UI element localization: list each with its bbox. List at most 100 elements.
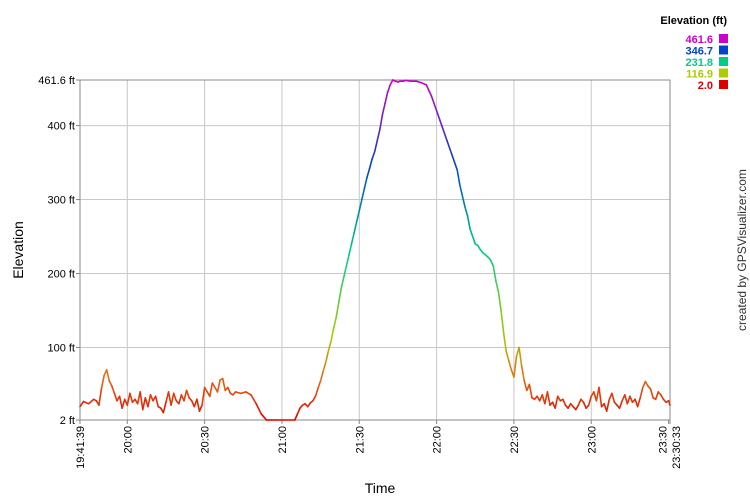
x-tick-label: 23:30 [658, 426, 670, 454]
x-tick-label: 20:30 [200, 426, 212, 454]
y-axis-ticks: 2 ft 100 ft 200 ft 300 ft 400 ft 461.6 ft [38, 75, 80, 427]
line-segment [167, 391, 172, 407]
x-tick-label: 22:30 [509, 426, 521, 454]
line-segment [495, 280, 500, 293]
legend-value: 2.0 [698, 80, 713, 92]
line-segment [227, 386, 232, 395]
legend-value: 346.7 [685, 46, 713, 58]
line-segment [198, 404, 203, 412]
x-tick-label: 23:00 [586, 426, 598, 454]
line-segment [353, 220, 358, 234]
line-segment [502, 331, 507, 353]
y-tick-label: 461.6 ft [38, 75, 75, 87]
line-segment [440, 124, 448, 142]
line-segment [639, 386, 644, 399]
line-segment [489, 259, 495, 267]
line-segment [343, 265, 348, 279]
line-segment [373, 139, 379, 153]
line-segment [170, 392, 175, 407]
line-segment [358, 198, 363, 212]
y-tick-label: 100 ft [47, 343, 75, 355]
line-segment [322, 361, 327, 372]
legend-swatch [719, 45, 728, 55]
legend-value: 116.9 [686, 69, 713, 81]
legend-value: 461.6 [685, 34, 713, 46]
line-segment [345, 254, 350, 267]
line-segment [216, 379, 221, 393]
line-segment [113, 392, 118, 402]
line-segment [469, 228, 474, 238]
line-segment [129, 392, 134, 404]
legend-swatch [719, 80, 728, 89]
grid-lines [80, 79, 670, 421]
line-segment [111, 385, 116, 395]
y-tick-label: 200 ft [47, 269, 75, 281]
line-segment [654, 391, 660, 401]
line-segment [294, 413, 299, 421]
line-segment [221, 377, 227, 392]
line-segment [250, 394, 257, 405]
line-segment [520, 365, 526, 382]
line-segment [355, 209, 361, 223]
line-segment [172, 392, 178, 402]
line-segment [461, 195, 466, 208]
line-segment [149, 394, 154, 402]
line-segment [546, 391, 551, 407]
line-segment [464, 206, 469, 217]
line-segment [384, 91, 389, 105]
line-segment [459, 183, 464, 197]
legend-value: 231.8 [685, 57, 713, 69]
line-segment [379, 113, 384, 131]
line-segment [660, 394, 665, 401]
line-segment [108, 379, 113, 387]
line-segment [118, 395, 123, 409]
line-segment [314, 387, 319, 398]
line-segment [330, 328, 335, 343]
line-segment [500, 309, 505, 334]
line-segment [587, 395, 593, 407]
line-segment [556, 395, 562, 402]
line-segment [507, 360, 513, 371]
line-segment [105, 368, 111, 382]
line-segment [183, 389, 188, 402]
line-segment [425, 84, 433, 97]
line-segment [528, 383, 533, 399]
line-segment [337, 287, 343, 304]
x-tick-label: 21:30 [354, 426, 366, 454]
line-segment [245, 391, 252, 396]
line-segment [255, 402, 263, 415]
line-segment [642, 380, 647, 389]
line-segment [79, 400, 85, 408]
line-segment [605, 398, 611, 412]
line-segment [466, 215, 471, 230]
line-segment [523, 379, 528, 392]
line-segment [139, 391, 144, 411]
line-segment [201, 386, 206, 407]
line-segment [636, 397, 642, 408]
x-tick-label: 19:41:39 [75, 426, 87, 469]
line-segment [154, 395, 160, 408]
y-axis-title: Elevation [10, 221, 26, 279]
line-segment [98, 387, 103, 407]
line-segment [497, 291, 502, 312]
line-segment [366, 167, 371, 179]
legend-swatch [719, 68, 728, 78]
line-segment [185, 389, 190, 399]
line-segment [363, 176, 368, 190]
line-segment [381, 102, 386, 116]
line-segment [623, 394, 629, 405]
line-segment [582, 401, 587, 409]
line-segment [196, 398, 201, 412]
line-segment [239, 391, 247, 395]
line-segment [505, 350, 510, 362]
y-tick-label: 300 ft [47, 195, 75, 207]
line-segment [371, 150, 376, 160]
line-segment [629, 395, 634, 404]
line-segment [335, 302, 340, 319]
line-segment [87, 398, 95, 405]
legend-title: Elevation (ft) [660, 15, 727, 27]
line-segment [203, 386, 209, 393]
line-segment [260, 413, 268, 421]
x-axis-title: Time [365, 480, 396, 496]
x-axis-ticks: 19:41:39 20:00 20:30 21:00 21:30 22:00 22:30 23… [75, 420, 683, 469]
